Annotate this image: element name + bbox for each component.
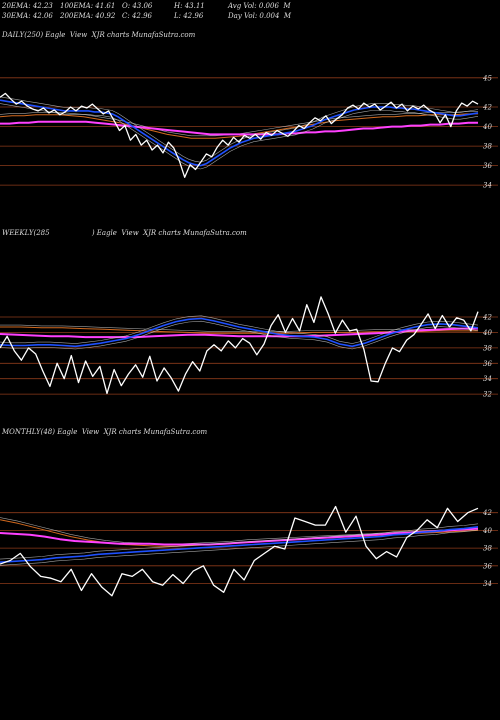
header-ema20: 20EMA: 42.23 — [2, 2, 53, 10]
weekly-ytick-42: 42 — [482, 314, 492, 322]
daily-ytick-45: 45 — [482, 74, 492, 82]
header-high: H: 43.11 — [174, 2, 205, 10]
header-close: C: 42.96 — [122, 12, 152, 20]
weekly-ema_fast-band-1 — [0, 320, 479, 350]
header-low: L: 42.96 — [174, 12, 204, 20]
monthly-series-price — [0, 505, 479, 597]
monthly-ytick-40: 40 — [482, 527, 492, 535]
weekly-ema_orange-band-0 — [0, 324, 478, 332]
weekly-series-ema_fast — [0, 317, 479, 348]
monthly-ytick-36: 36 — [483, 562, 492, 570]
weekly-ytick-36: 36 — [483, 360, 492, 368]
daily-panel-label: DAILY(250) Eagle View XJR charts MunafaS… — [2, 31, 196, 39]
daily-ytick-38: 38 — [483, 143, 492, 151]
daily-series-ema_fast — [0, 99, 479, 167]
header-ema30: 30EMA: 42.06 — [2, 12, 53, 20]
weekly-series-price — [0, 296, 479, 395]
monthly-ema_orange-band-0 — [0, 517, 479, 545]
monthly-series-ema_pink — [0, 527, 479, 546]
monthly-series-ema_fast — [0, 526, 479, 563]
weekly-ytick-34: 34 — [483, 375, 492, 383]
daily-series-price — [0, 92, 479, 178]
weekly-ema_fast-band-0 — [0, 315, 479, 344]
header-open: O: 43.06 — [122, 2, 153, 10]
daily-series-ema_orange — [0, 113, 478, 139]
monthly-panel-label: MONTHLY(48) Eagle View XJR charts Munafa… — [2, 428, 208, 436]
daily-ytick-36: 36 — [483, 162, 492, 170]
daily-series-ema_pink — [0, 120, 478, 136]
monthly-ytick-42: 42 — [482, 509, 492, 517]
weekly-ytick-40: 40 — [482, 329, 492, 337]
daily-ytick-40: 40 — [482, 123, 492, 131]
weekly-ytick-32: 32 — [483, 391, 492, 399]
weekly-ytick-38: 38 — [483, 344, 492, 352]
daily-ytick-42: 42 — [482, 104, 492, 112]
monthly-ytick-34: 34 — [483, 580, 492, 588]
daily-ytick-34: 34 — [483, 182, 492, 190]
header-avg-vol: Avg Vol: 0.006 M — [228, 2, 291, 10]
header-day-vol: Day Vol: 0.004 M — [228, 12, 292, 20]
weekly-panel-label: WEEKLY(285 ) Eagle View XJR charts Munaf… — [2, 229, 247, 237]
daily-ema_fast-band-1 — [0, 103, 479, 170]
header-ema100: 100EMA: 41.61 — [60, 2, 116, 10]
monthly-ema_fast-band-1 — [0, 529, 479, 566]
daily-ema_orange-band-0 — [0, 111, 478, 137]
monthly-ytick-38: 38 — [483, 545, 492, 553]
monthly-ema_fast-band-0 — [0, 523, 479, 560]
header-ema200: 200EMA: 40.92 — [60, 12, 116, 20]
